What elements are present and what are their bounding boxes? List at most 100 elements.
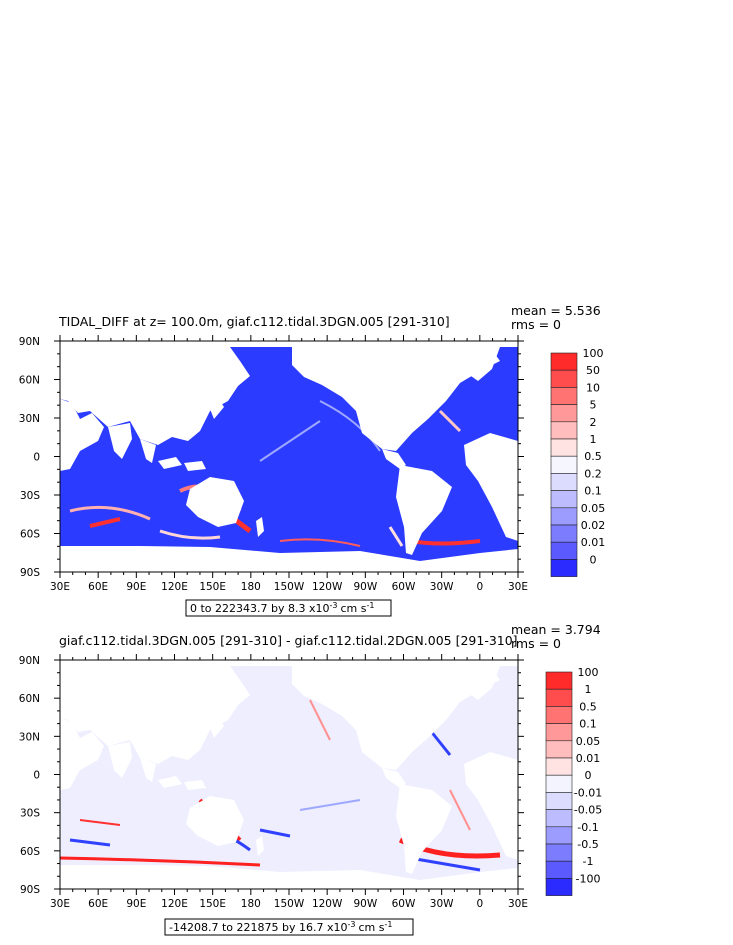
xtick-label: 60E xyxy=(88,898,108,910)
xtick-label: 120W xyxy=(312,581,343,593)
panel-bottom-mean: mean = 3.794 xyxy=(511,622,601,637)
legend-swatch xyxy=(550,490,578,509)
panel-top-legend: 100 50 10 5 2 1 0.5 0.2 0.1 0.05 0.02 0.01 0 xyxy=(550,347,606,577)
legend-label: 0.5 xyxy=(584,450,602,463)
legend-label: -0.5 xyxy=(577,838,598,851)
legend-swatch xyxy=(545,878,573,896)
legend-label: 0.02 xyxy=(581,519,606,532)
panel-top-ylabels: 90N 60N 30N 0 30S 60S 90S xyxy=(19,336,41,579)
legend-swatch xyxy=(545,860,573,879)
panel-bottom-rms: rms = 0 xyxy=(511,636,561,651)
panel-bottom-title: giaf.c112.tidal.3DGN.005 [291-310] - gia… xyxy=(59,633,518,648)
legend-swatch xyxy=(550,369,578,388)
xtick-label: 30E xyxy=(50,581,70,593)
legend-swatch xyxy=(545,671,573,690)
ytick-label: 60S xyxy=(20,529,40,541)
legend-swatch xyxy=(550,524,578,543)
legend-label: 0.5 xyxy=(579,700,597,713)
legend-swatch xyxy=(550,352,578,371)
xtick-label: 180 xyxy=(241,581,261,593)
ytick-label: 30S xyxy=(20,808,40,820)
xtick-label: 60W xyxy=(392,898,416,910)
legend-swatch xyxy=(545,843,573,862)
xtick-label: 0 xyxy=(476,898,483,910)
xtick-label: 30W xyxy=(430,898,454,910)
legend-swatch xyxy=(545,826,573,845)
legend-swatch xyxy=(545,723,573,742)
xtick-label: 90E xyxy=(126,898,146,910)
legend-label: 0 xyxy=(585,769,592,782)
ytick-label: 90N xyxy=(19,655,40,667)
xtick-label: 120W xyxy=(312,898,343,910)
ytick-label: 60N xyxy=(19,375,40,387)
legend-label: -0.05 xyxy=(574,804,602,817)
panel-top-range-unit: cm s xyxy=(341,602,367,615)
legend-label: 0.05 xyxy=(576,735,601,748)
xtick-label: 90E xyxy=(126,581,146,593)
legend-label: 0 xyxy=(590,553,597,566)
xtick-label: 150E xyxy=(199,898,226,910)
ytick-label: 90S xyxy=(20,884,40,896)
panel-top: TIDAL_DIFF at z= 100.0m, giaf.c112.tidal… xyxy=(19,303,606,617)
legend-swatch xyxy=(550,473,578,491)
legend-label: 10 xyxy=(586,381,600,394)
legend-swatch xyxy=(545,809,573,828)
legend-label: 1 xyxy=(585,683,592,696)
xtick-label: 90W xyxy=(353,581,377,593)
panel-top-range-box: 0 to 222343.7 by 8.3 x10-3 cm s-1 xyxy=(185,599,392,617)
panel-bottom-range-exp: -3 xyxy=(347,920,355,929)
legend-label: 2 xyxy=(590,416,597,429)
legend-label: 0.01 xyxy=(581,536,606,549)
legend-label: -1 xyxy=(583,855,594,868)
ytick-label: 0 xyxy=(33,452,40,464)
legend-label: 1 xyxy=(590,433,597,446)
xtick-label: 30W xyxy=(430,581,454,593)
panel-top-range-text: 0 to 222343.7 by 8.3 x10 xyxy=(190,602,330,615)
svg-text:-14208.7 to 221875 by 16.7 x10: -14208.7 to 221875 by 16.7 x10-3 cm s-1 xyxy=(169,920,392,934)
legend-swatch xyxy=(550,438,578,457)
legend-swatch xyxy=(545,792,573,810)
legend-swatch xyxy=(545,688,573,707)
ytick-label: 0 xyxy=(33,770,40,782)
panel-bottom-range-unit: cm s xyxy=(358,921,384,934)
xtick-label: 150E xyxy=(199,581,226,593)
xtick-label: 120E xyxy=(161,581,188,593)
legend-label: 0.1 xyxy=(584,485,602,498)
xtick-label: 60W xyxy=(392,581,416,593)
ytick-label: 60S xyxy=(20,846,40,858)
panel-top-rms: rms = 0 xyxy=(511,317,561,332)
legend-swatch xyxy=(550,559,578,577)
xtick-label: 90W xyxy=(353,898,377,910)
legend-label: 5 xyxy=(590,399,597,412)
panel-bottom-ticks xyxy=(54,654,524,895)
legend-label: 50 xyxy=(586,364,600,377)
legend-label: 0.2 xyxy=(584,467,602,480)
ytick-label: 90N xyxy=(19,336,40,348)
panel-top-map: 30E 60E 90E 120E 150E 180 150W 120W 90W 60W 30W 0 30… xyxy=(19,335,528,593)
legend-label: 0.05 xyxy=(581,502,606,515)
panel-bottom-xlabels: 30E 60E 90E 120E 150E 180 150W 120W 90W 60W 30W 0 30… xyxy=(50,898,528,910)
panel-bottom: giaf.c112.tidal.3DGN.005 [291-310] - gia… xyxy=(19,622,602,936)
xtick-label: 30E xyxy=(508,898,528,910)
legend-label: 100 xyxy=(583,347,604,360)
legend-swatch xyxy=(545,740,573,759)
xtick-label: 0 xyxy=(476,581,483,593)
panel-top-title: TIDAL_DIFF at z= 100.0m, giaf.c112.tidal… xyxy=(58,314,450,329)
panel-top-xlabels: 30E 60E 90E 120E 150E 180 150W 120W 90W 60W 30W 0 30… xyxy=(50,581,528,593)
xtick-label: 30E xyxy=(50,898,70,910)
legend-label: -0.1 xyxy=(577,821,598,834)
legend-swatch xyxy=(550,421,578,440)
xtick-label: 150W xyxy=(274,898,305,910)
panel-bottom-map: 30E 60E 90E 120E 150E 180 150W 120W 90W 60W 30W 0 30… xyxy=(19,654,528,910)
legend-swatch xyxy=(550,507,578,526)
panel-top-ticks xyxy=(54,335,524,578)
legend-label: 0.1 xyxy=(579,718,597,731)
legend-swatch xyxy=(550,455,578,474)
legend-swatch xyxy=(550,541,578,560)
xtick-label: 120E xyxy=(161,898,188,910)
xtick-label: 150W xyxy=(274,581,305,593)
panel-bottom-range-box: -14208.7 to 221875 by 16.7 x10-3 cm s-1 xyxy=(164,918,414,936)
legend-swatch xyxy=(550,387,578,405)
panel-bottom-legend: 100 1 0.5 0.1 0.05 0.01 0 -0.01 -0.05 -0.1 -0.5 -1 -… xyxy=(545,666,602,896)
